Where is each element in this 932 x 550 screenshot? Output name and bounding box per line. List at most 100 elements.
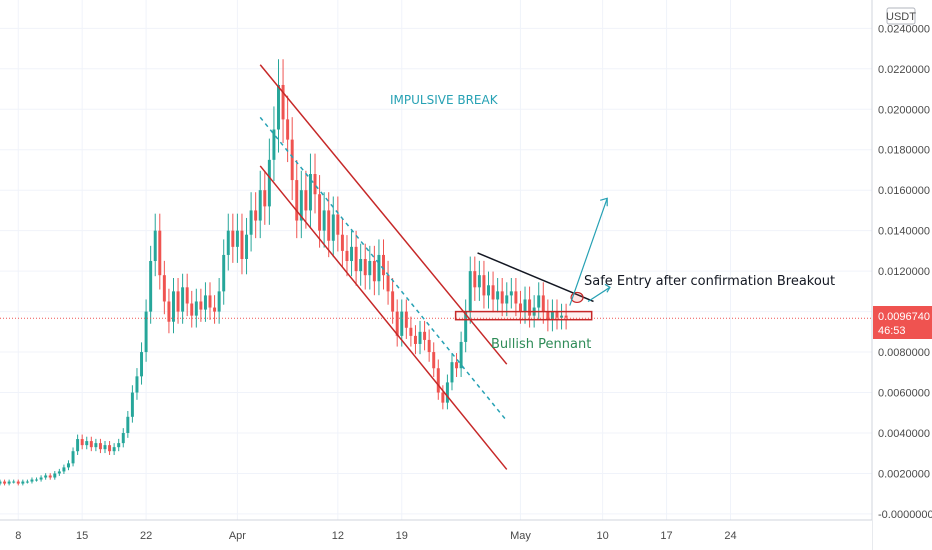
x-tick-label: Apr xyxy=(229,530,246,542)
y-tick-label: 0.0160000 xyxy=(878,185,930,197)
candle xyxy=(445,374,449,410)
candle xyxy=(395,299,399,347)
candle xyxy=(450,353,454,391)
candle-body xyxy=(550,311,554,320)
candle-body xyxy=(382,254,385,276)
candle-body xyxy=(432,352,436,369)
price-axis[interactable]: 0.0240000 0.0220000 0.0200000 0.0180000 0.01… xyxy=(871,0,932,550)
candle-body xyxy=(523,299,527,312)
candle-body xyxy=(286,119,290,140)
channel-midline-dashed xyxy=(259,116,508,422)
candle xyxy=(546,299,550,332)
candle xyxy=(144,299,148,362)
candle-body xyxy=(254,210,258,221)
candle-body xyxy=(226,230,230,255)
candle-body xyxy=(213,307,217,312)
candle xyxy=(108,441,112,455)
candle-body xyxy=(505,295,509,304)
candle xyxy=(21,479,25,486)
candle-body xyxy=(564,315,568,318)
candle xyxy=(468,256,472,324)
candlestick-series xyxy=(0,59,568,486)
y-tick-label: 0.0140000 xyxy=(878,226,930,238)
candle-body xyxy=(386,275,390,292)
candle xyxy=(80,434,84,450)
candle xyxy=(523,286,527,324)
candle-body xyxy=(491,285,495,300)
candle-body xyxy=(71,451,75,464)
candle xyxy=(39,475,43,482)
candle-body xyxy=(185,287,189,304)
bar-countdown: 46:53 xyxy=(878,325,906,337)
candle-body xyxy=(199,301,203,310)
candle xyxy=(208,282,212,320)
candle-body xyxy=(53,473,57,478)
support-zone-box xyxy=(454,310,593,321)
candle xyxy=(48,473,52,480)
candle-body xyxy=(57,471,61,474)
candle-body xyxy=(304,190,308,211)
candle xyxy=(249,192,253,252)
candle-body xyxy=(400,311,404,336)
candle xyxy=(304,170,308,229)
candle xyxy=(295,160,299,239)
time-axis[interactable]: 8 15 22 Apr 12 19 May 10 17 24 xyxy=(0,519,872,550)
candle xyxy=(359,243,363,286)
candle xyxy=(121,428,125,448)
candle xyxy=(272,106,276,182)
candle-body xyxy=(112,447,116,452)
y-tick-label: -0.0000000 xyxy=(878,509,932,521)
candle-body xyxy=(290,139,294,181)
currency-badge: USDT xyxy=(886,7,916,25)
candle-body xyxy=(245,234,249,259)
candle-body xyxy=(117,443,121,448)
candle xyxy=(459,331,463,377)
candle xyxy=(235,213,239,263)
x-tick-labels: 8 15 22 Apr 12 19 May 10 17 24 xyxy=(15,530,736,542)
candle-body xyxy=(482,275,486,296)
candle xyxy=(509,278,513,309)
candle-body xyxy=(395,311,399,336)
candle xyxy=(213,295,217,324)
candle xyxy=(245,217,249,275)
candle-body xyxy=(16,481,20,484)
x-tick-label: 10 xyxy=(597,530,609,542)
candle xyxy=(308,153,312,229)
candle xyxy=(0,479,2,486)
candle xyxy=(327,192,331,258)
candle-body xyxy=(98,443,102,450)
candle-body xyxy=(203,295,207,310)
candle xyxy=(263,170,267,225)
candle-body xyxy=(459,341,463,369)
candle xyxy=(473,256,477,301)
candle xyxy=(518,290,522,324)
candle-body xyxy=(363,258,367,276)
label-pointer-head xyxy=(604,283,611,293)
candle-body xyxy=(477,275,481,288)
candle-body xyxy=(354,246,358,272)
candle-body xyxy=(222,254,226,292)
candle-body xyxy=(66,463,70,468)
candle-body xyxy=(21,481,25,484)
candle xyxy=(368,245,372,290)
candle-body xyxy=(368,261,372,276)
candle xyxy=(496,278,500,313)
projection-arrow-line xyxy=(569,198,608,306)
candle-body xyxy=(208,295,212,308)
candle-body xyxy=(313,174,317,195)
candle xyxy=(66,460,70,471)
candle-body xyxy=(372,261,376,282)
candle xyxy=(98,438,102,454)
candle xyxy=(432,342,436,377)
candle xyxy=(254,192,258,239)
candle-body xyxy=(258,190,262,221)
candle-body xyxy=(103,445,107,450)
candle xyxy=(149,245,153,324)
candle xyxy=(126,410,130,438)
candle xyxy=(560,303,564,330)
candle xyxy=(94,438,98,452)
candle xyxy=(436,359,440,400)
candle xyxy=(505,282,509,317)
candle-body xyxy=(327,210,331,241)
